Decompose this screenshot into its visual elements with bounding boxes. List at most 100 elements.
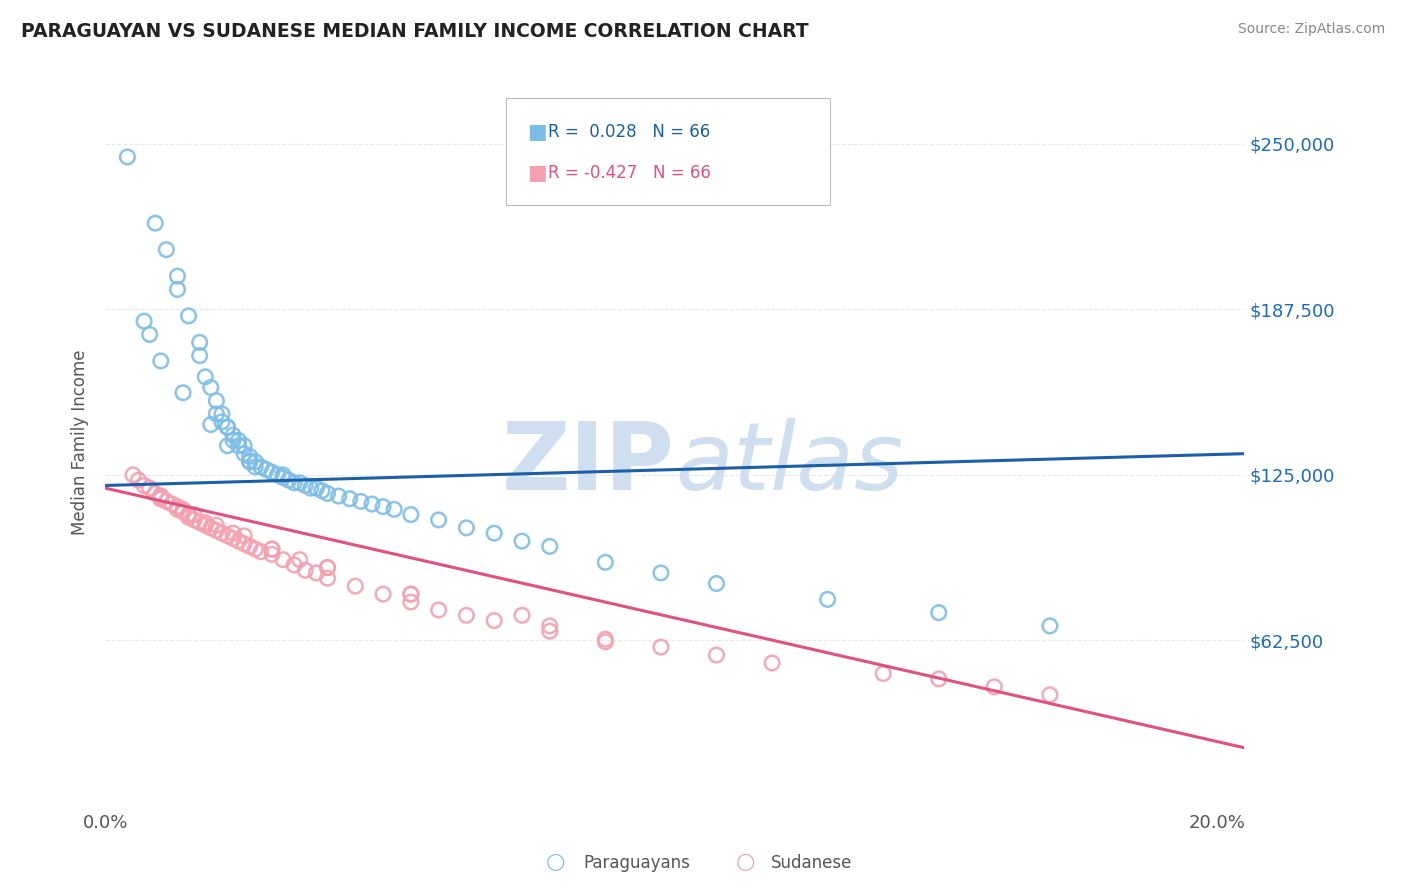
Point (200, 380, 222, 394)
Text: Paraguayans: Paraguayans (583, 855, 690, 872)
Text: R = -0.427   N = 66: R = -0.427 N = 66 (548, 164, 711, 182)
Point (188, 349, 211, 363)
Point (217, 420, 239, 434)
Point (482, 526, 505, 541)
Point (239, 450, 262, 464)
Point (205, 518, 228, 533)
Point (233, 439, 256, 453)
Point (172, 505, 194, 519)
Point (239, 540, 262, 554)
Point (138, 327, 160, 342)
Point (595, 635, 617, 649)
Point (399, 587, 422, 601)
Point (155, 494, 177, 508)
Point (316, 571, 339, 585)
Y-axis label: Median Family Income: Median Family Income (72, 349, 89, 534)
Point (510, 608, 533, 623)
Text: ZIP: ZIP (502, 417, 675, 509)
Point (128, 473, 150, 487)
Point (239, 455, 262, 469)
Point (143, 486, 166, 500)
Point (200, 417, 222, 432)
Point (149, 491, 172, 506)
Point (1039, 688, 1062, 702)
Point (399, 508, 422, 522)
Point (817, 592, 839, 607)
Point (245, 459, 267, 474)
Text: ○: ○ (735, 853, 755, 872)
Point (328, 489, 350, 503)
Point (260, 465, 283, 479)
Point (706, 648, 728, 662)
Point (233, 537, 256, 551)
Point (166, 500, 188, 514)
Point (595, 555, 617, 569)
Point (166, 282, 188, 296)
Point (294, 478, 316, 492)
Point (371, 587, 394, 601)
Point (650, 566, 672, 580)
Point (222, 428, 245, 442)
Point (266, 467, 288, 482)
Point (166, 269, 188, 284)
Point (482, 614, 505, 628)
Text: ○: ○ (546, 853, 565, 872)
Text: atlas: atlas (675, 418, 903, 509)
Point (239, 455, 262, 469)
Point (1039, 619, 1062, 633)
Text: PARAGUAYAN VS SUDANESE MEDIAN FAMILY INCOME CORRELATION CHART: PARAGUAYAN VS SUDANESE MEDIAN FAMILY INC… (21, 22, 808, 41)
Point (761, 656, 783, 670)
Point (166, 502, 188, 516)
Point (200, 521, 222, 535)
Point (188, 335, 211, 350)
Point (149, 491, 172, 506)
Point (288, 552, 311, 566)
Point (177, 508, 200, 522)
Text: ■: ■ (527, 163, 547, 183)
Point (456, 521, 478, 535)
Point (228, 439, 250, 453)
Point (294, 563, 316, 577)
Point (149, 489, 172, 503)
Point (983, 680, 1005, 694)
Point (194, 516, 217, 530)
Point (222, 434, 245, 448)
Point (339, 491, 361, 506)
Point (399, 587, 422, 601)
Point (172, 502, 194, 516)
Point (371, 500, 394, 514)
Point (928, 672, 950, 686)
Point (316, 560, 339, 574)
Point (538, 540, 561, 554)
Point (254, 462, 277, 476)
Point (344, 579, 367, 593)
Point (277, 473, 299, 487)
Point (160, 497, 183, 511)
Point (217, 439, 239, 453)
Point (132, 314, 155, 328)
Point (316, 560, 339, 574)
Point (260, 542, 283, 557)
Point (283, 558, 305, 572)
Point (510, 534, 533, 549)
Point (205, 524, 228, 538)
Point (132, 478, 155, 492)
Point (249, 459, 271, 474)
Point (361, 497, 384, 511)
Point (456, 608, 478, 623)
Point (138, 481, 160, 495)
Point (233, 447, 256, 461)
Text: ■: ■ (527, 122, 547, 142)
Point (271, 467, 294, 482)
Text: Source: ZipAtlas.com: Source: ZipAtlas.com (1237, 22, 1385, 37)
Point (305, 566, 328, 580)
Point (228, 534, 250, 549)
Point (194, 369, 217, 384)
Point (538, 624, 561, 639)
Point (233, 529, 256, 543)
Point (149, 354, 172, 368)
Point (194, 518, 217, 533)
Point (249, 545, 271, 559)
Point (872, 666, 894, 681)
Point (928, 606, 950, 620)
